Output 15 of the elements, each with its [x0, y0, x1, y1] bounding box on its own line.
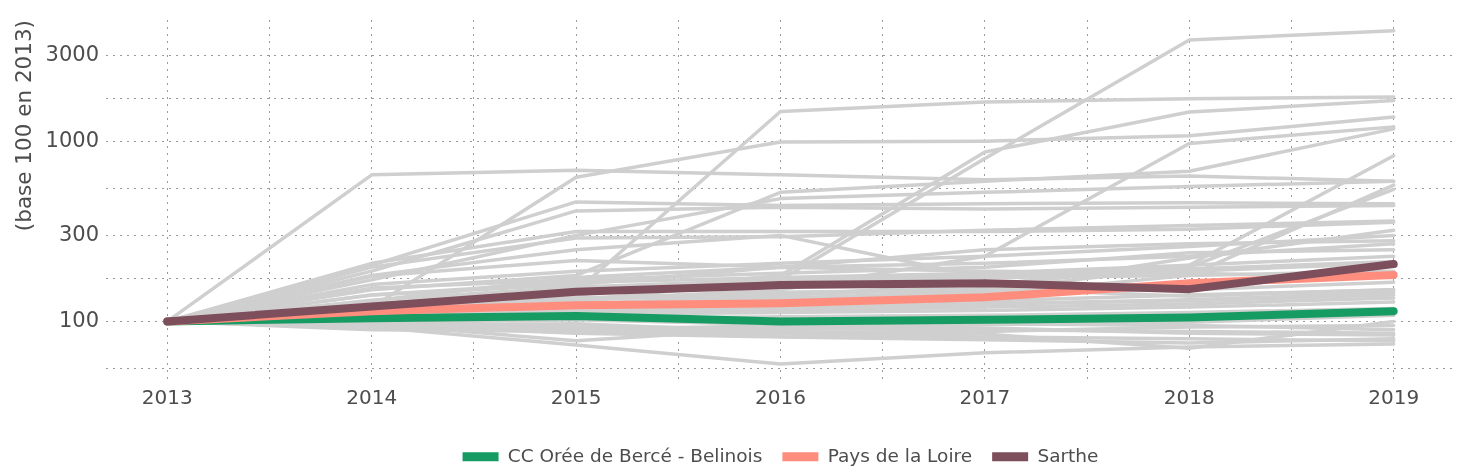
x-tick-label: 2019 [1368, 384, 1420, 409]
x-tick-label: 2013 [141, 384, 193, 409]
x-tick-label: 2017 [959, 384, 1011, 409]
y-axis-title: (base 100 en 2013) [11, 20, 37, 232]
y-tick-label: 300 [58, 221, 99, 246]
x-tick-label: 2018 [1163, 384, 1215, 409]
legend-label: CC Orée de Bercé - Belinois [507, 444, 763, 466]
x-tick-label: 2014 [346, 384, 398, 409]
y-tick-label: 3000 [45, 41, 99, 66]
y-tick-label: 100 [58, 307, 99, 332]
x-tick-label: 2016 [755, 384, 806, 409]
y-tick-label: 1000 [45, 127, 99, 152]
x-tick-label: 2015 [550, 384, 602, 409]
legend-label: Sarthe [1037, 444, 1099, 466]
legend-label: Pays de la Loire [827, 444, 973, 466]
